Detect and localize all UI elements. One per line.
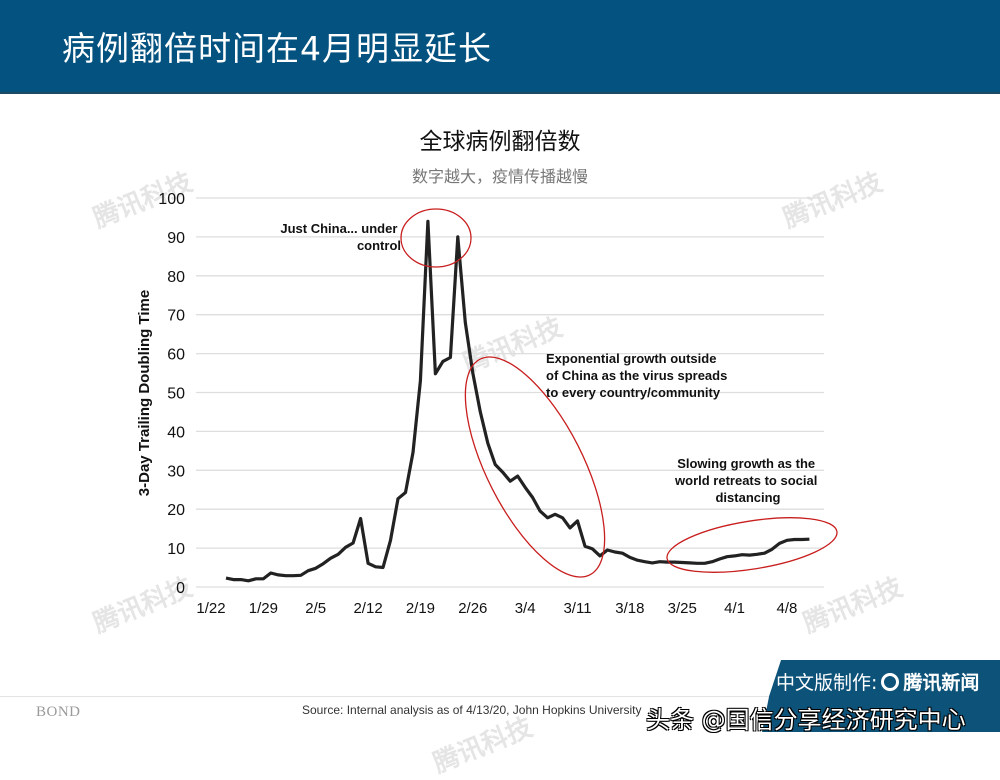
credit-badge (762, 660, 1000, 732)
toutiao-overlay-watermark: 头条 @国信分享经济研究中心 (646, 706, 966, 734)
y-tick-label: 70 (167, 308, 185, 325)
slide-title: 病例翻倍时间在4月明显延长 (62, 29, 492, 68)
credit-brand: 腾讯新闻 (903, 672, 980, 694)
y-tick-label: 30 (167, 463, 185, 480)
bond-logo: BOND (36, 704, 81, 720)
annotation-slowing: Slowing growth as the world retreats to … (674, 456, 821, 505)
y-tick-label: 100 (158, 191, 185, 208)
gridlines (196, 197, 824, 588)
source-note: Source: Internal analysis as of 4/13/20,… (302, 703, 642, 717)
y-axis-label: 3-Day Trailing Doubling Time (136, 290, 153, 496)
x-tick-label: 3/11 (563, 600, 591, 617)
annotation-ellipse-exponential (464, 356, 606, 578)
x-tick-label: 3/4 (515, 600, 536, 617)
line-chart: 0 10 20 30 40 50 60 70 80 90 100 1/22 1/29 2/5 2/12 2/… (136, 191, 838, 617)
x-tick-label: 2/26 (458, 600, 487, 617)
y-tick-label: 20 (167, 502, 185, 519)
tencent-logo-icon (881, 673, 900, 691)
x-tick-label: 4/1 (724, 600, 745, 617)
x-tick-label: 3/25 (668, 600, 697, 617)
annotation-ellipse-slowing (666, 517, 838, 573)
y-tick-label: 0 (176, 580, 185, 597)
x-tick-label: 3/18 (615, 600, 644, 617)
y-axis-ticks: 0 10 20 30 40 50 60 70 80 90 100 (158, 191, 185, 597)
y-tick-label: 40 (167, 424, 185, 441)
credit-label: 中文版制作: (776, 672, 878, 694)
chart-title: 全球病例翻倍数 (419, 129, 581, 155)
chart-subtitle: 数字越大，疫情传播越慢 (411, 167, 588, 186)
x-axis-ticks: 1/22 1/29 2/5 2/12 2/19 2/26 3/4 3/11 3/18 3/25 4/… (196, 600, 797, 617)
series-line (225, 219, 810, 583)
x-tick-label: 1/29 (249, 600, 278, 617)
y-tick-label: 10 (167, 541, 185, 558)
y-tick-label: 60 (167, 347, 185, 364)
footer-divider (0, 696, 1000, 697)
x-tick-label: 4/8 (777, 600, 798, 617)
y-tick-label: 50 (167, 386, 185, 403)
x-tick-label: 2/12 (353, 600, 382, 617)
y-tick-label: 90 (167, 230, 185, 247)
x-tick-label: 1/22 (196, 600, 225, 617)
x-tick-label: 2/5 (305, 600, 326, 617)
annotation-circle-china (400, 208, 472, 268)
credit-text: 中文版制作: 腾讯新闻 (776, 668, 979, 695)
y-tick-label: 80 (167, 269, 185, 286)
slide-header: 病例翻倍时间在4月明显延长 (0, 0, 1000, 94)
x-tick-label: 2/19 (406, 600, 435, 617)
annotation-exponential: Exponential growth outside of China as t… (546, 351, 731, 400)
annotation-china: Just China... under control (280, 221, 401, 253)
